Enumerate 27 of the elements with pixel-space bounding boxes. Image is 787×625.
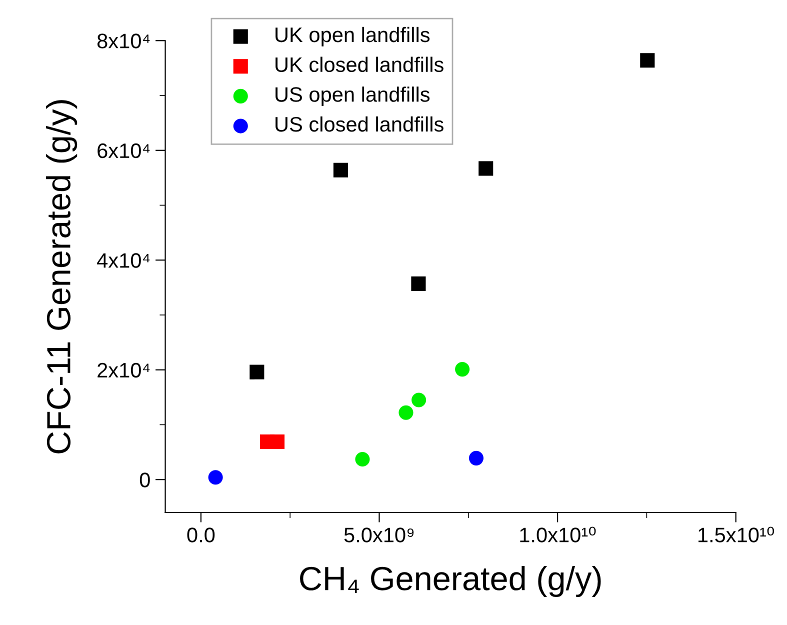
x-tick-label: 1.0x10¹⁰ [520,526,596,542]
point [333,162,348,178]
point [478,161,494,176]
x-tick-label: 1.5x10¹⁰ [698,526,774,542]
point [455,362,470,377]
point [250,364,264,380]
point [355,452,370,467]
point [270,434,285,450]
y-axis-title: CFC-11 Generated (g/y) [46,100,78,454]
point [468,450,484,466]
y-tick-label: 4x10⁴ [97,253,150,268]
legend-label: US open landfills [276,86,430,106]
point [208,470,223,485]
point [398,405,414,420]
x-tick-label: 5.0x10⁹ [344,528,414,542]
y-tick-label: 6x10⁴ [98,143,150,158]
point [412,392,426,408]
legend-label: UK closed landfills [276,56,444,72]
point [411,276,426,291]
y-tick-label: 8x10⁴ [97,34,150,48]
legend-label: US closed landfills [276,116,444,132]
x-tick-label: 0.0 [187,528,215,542]
legend-label: UK open landfills [276,26,430,46]
point [640,53,655,68]
x-axis-title: CH₄ Generated (g/y) [300,566,601,598]
y-tick-label: 2x10⁴ [98,362,150,378]
y-tick-label: 0 [140,472,150,488]
